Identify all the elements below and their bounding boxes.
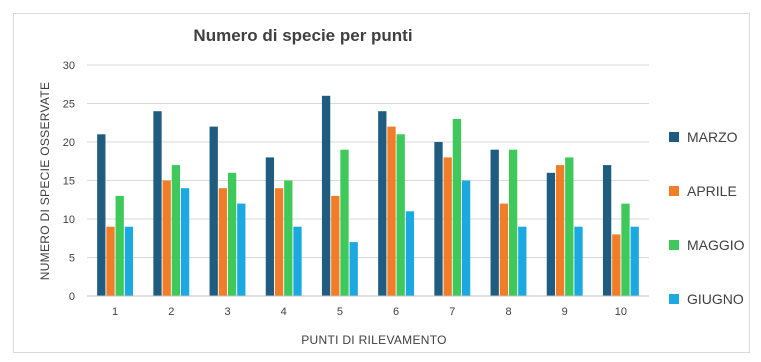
- legend-swatch-marzo: [669, 132, 679, 142]
- x-axis-ticks: 1 2 3 4 5 6 7 8 9 10: [112, 306, 627, 318]
- y-tick-label: 5: [69, 253, 75, 265]
- bar-giugno-5: [349, 242, 358, 296]
- bar-giugno-3: [237, 203, 246, 296]
- bar-maggio-6: [396, 134, 405, 296]
- y-tick-label: 0: [69, 291, 75, 303]
- legend-label-marzo: MARZO: [687, 129, 738, 145]
- bar-maggio-4: [284, 180, 293, 296]
- bar-marzo-8: [490, 149, 499, 296]
- bar-maggio-7: [452, 118, 462, 297]
- y-tick-label: 25: [63, 99, 75, 111]
- bar-aprile-6: [387, 126, 396, 296]
- bar-aprile-8: [499, 203, 509, 296]
- legend-label-aprile: APRILE: [687, 183, 737, 199]
- legend-label-maggio: MAGGIO: [687, 237, 745, 253]
- bar-aprile-10: [612, 234, 621, 296]
- bar-giugno-10: [630, 226, 639, 296]
- legend-swatch-aprile: [669, 186, 679, 196]
- bar-marzo-2: [153, 111, 162, 296]
- bar-giugno-4: [293, 226, 302, 296]
- bars: [97, 95, 639, 297]
- x-axis-title: PUNTI DI RILEVAMENTO: [301, 333, 447, 347]
- bar-giugno-9: [574, 226, 583, 296]
- bar-giugno-7: [461, 180, 471, 296]
- x-tick-label: 5: [337, 306, 343, 318]
- bar-marzo-4: [265, 157, 275, 296]
- y-tick-label: 10: [63, 214, 75, 226]
- x-tick-label: 9: [562, 306, 568, 318]
- x-tick-label: 1: [112, 306, 118, 318]
- x-tick-label: 8: [505, 306, 511, 318]
- bar-maggio-9: [565, 157, 574, 296]
- bar-aprile-9: [555, 165, 565, 296]
- bar-maggio-8: [508, 149, 518, 296]
- bar-aprile-2: [162, 180, 171, 296]
- bar-aprile-1: [106, 226, 115, 296]
- legend-swatch-giugno: [669, 294, 679, 304]
- legend-label-giugno: GIUGNO: [687, 291, 744, 307]
- x-tick-label: 7: [449, 306, 455, 318]
- bar-giugno-2: [180, 188, 190, 296]
- chart-frame: Numero di specie per punti 0 5 10 15 20 25 30 …: [13, 13, 750, 353]
- x-tick-label: 10: [615, 306, 627, 318]
- x-tick-label: 2: [168, 306, 174, 318]
- bar-maggio-1: [115, 195, 124, 296]
- bar-aprile-4: [274, 188, 284, 296]
- bar-maggio-5: [340, 149, 349, 296]
- y-tick-label: 15: [63, 176, 75, 188]
- chart-canvas: Numero di specie per punti 051015202530 …: [38, 26, 745, 347]
- bar-marzo-7: [434, 142, 443, 296]
- bar-marzo-1: [97, 134, 106, 296]
- bar-giugno-1: [124, 226, 134, 296]
- bar-marzo-5: [321, 95, 331, 296]
- bar-aprile-3: [218, 188, 228, 296]
- bar-maggio-10: [621, 203, 630, 296]
- bar-giugno-8: [518, 226, 527, 296]
- bar-aprile-7: [443, 157, 452, 296]
- y-axis-title: NUMERO DI SPECIE OSSERVATE: [38, 82, 52, 281]
- x-tick-label: 3: [224, 306, 230, 318]
- x-tick-label: 6: [393, 306, 399, 318]
- y-tick-label: 30: [63, 60, 75, 72]
- bar-giugno-6: [405, 211, 415, 296]
- legend: MARZO APRILE MAGGIO GIUGNO: [669, 129, 745, 307]
- bar-marzo-6: [378, 111, 387, 296]
- bar-marzo-3: [209, 126, 218, 296]
- y-tick-label: 20: [63, 137, 75, 149]
- bar-maggio-3: [227, 172, 237, 296]
- bar-maggio-2: [171, 165, 181, 296]
- legend-swatch-maggio: [669, 240, 679, 250]
- y-axis-ticks: 0 5 10 15 20 25 30: [63, 60, 75, 303]
- bar-marzo-9: [546, 172, 556, 296]
- bar-marzo-10: [602, 165, 612, 296]
- grid-lines: [87, 64, 649, 258]
- chart-title: Numero di specie per punti: [193, 26, 412, 45]
- x-tick-label: 4: [281, 306, 287, 318]
- bar-aprile-5: [331, 195, 340, 296]
